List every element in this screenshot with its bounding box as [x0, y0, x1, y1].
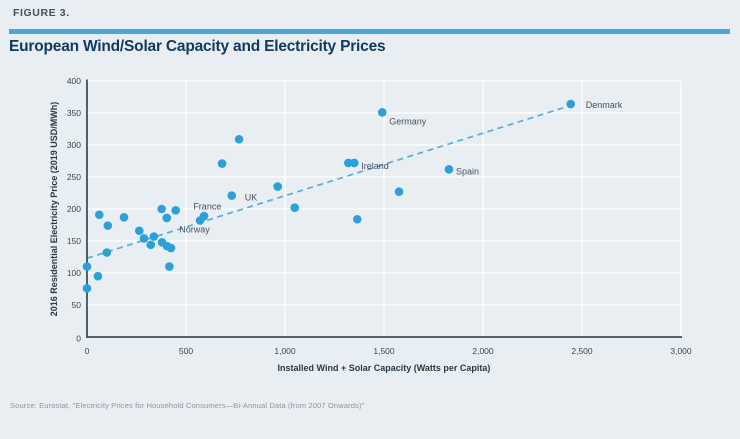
data-point	[199, 211, 209, 221]
data-point	[82, 262, 92, 271]
accent-rule	[9, 29, 730, 34]
data-point	[227, 191, 237, 200]
data-point	[93, 271, 103, 281]
country-label: Denmark	[586, 100, 623, 110]
country-label: Norway	[179, 224, 210, 234]
y-tick-label: 150	[67, 236, 81, 246]
data-point	[352, 214, 362, 224]
trend-line	[86, 104, 572, 260]
data-point	[377, 108, 387, 117]
country-label: Ireland	[361, 161, 389, 171]
data-point	[394, 187, 404, 197]
data-point	[162, 213, 172, 223]
figure-label: FIGURE 3.	[13, 7, 70, 19]
y-tick-label: 100	[67, 268, 81, 278]
data-point	[566, 99, 576, 109]
y-tick-label: 350	[67, 108, 81, 118]
y-tick-label: 400	[67, 76, 81, 86]
x-tick-label: 500	[179, 346, 193, 356]
data-point	[103, 221, 113, 230]
y-tick-label: 300	[67, 140, 81, 150]
data-point	[146, 240, 156, 250]
data-point	[350, 158, 359, 168]
y-tick-label: 200	[67, 204, 81, 214]
data-point	[444, 165, 454, 174]
data-point	[290, 203, 300, 213]
y-axis-title: 2016 Residential Electricity Price (2019…	[49, 102, 59, 317]
data-point	[273, 182, 282, 191]
y-tick-label: 0	[76, 334, 81, 344]
x-tick-label: 1,500	[373, 346, 395, 356]
data-point	[171, 205, 181, 215]
data-point	[157, 204, 166, 214]
chart-title: European Wind/Solar Capacity and Electri…	[9, 38, 386, 55]
data-point	[234, 134, 244, 144]
source-note: Source: Eurostat, "Electricity Prices fo…	[10, 401, 365, 410]
x-tick-label: 3,000	[670, 346, 692, 356]
y-tick-label: 250	[67, 172, 81, 182]
data-point	[217, 159, 227, 168]
data-point	[119, 213, 129, 222]
y-tick-label: 50	[72, 300, 82, 310]
data-point	[94, 210, 104, 220]
country-label: France	[193, 201, 221, 211]
data-point	[166, 243, 176, 253]
data-point	[344, 158, 353, 168]
x-tick-label: 2,000	[472, 346, 494, 356]
data-point	[139, 234, 149, 243]
data-point	[149, 232, 159, 241]
x-tick-label: 1,000	[274, 346, 296, 356]
x-tick-label: 0	[85, 346, 90, 356]
data-point	[165, 262, 174, 271]
country-label: UK	[245, 193, 258, 203]
country-label: Germany	[389, 116, 427, 126]
country-label: Spain	[456, 166, 479, 176]
x-axis-title: Installed Wind + Solar Capacity (Watts p…	[278, 363, 491, 373]
data-point	[134, 226, 144, 236]
x-tick-label: 2,500	[571, 346, 593, 356]
data-point	[82, 284, 92, 293]
data-point	[102, 248, 112, 257]
